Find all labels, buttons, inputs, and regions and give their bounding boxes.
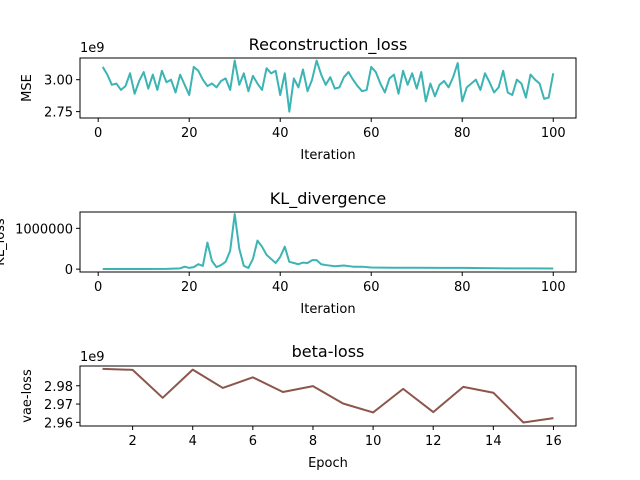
reconstruction-loss-axes-frame (79, 57, 577, 119)
reconstruction-loss-offset-label: 1e9 (80, 41, 105, 56)
beta-loss-ytick-label: 2.98 (44, 380, 73, 395)
kl-divergence-series-line (102, 213, 554, 270)
kl-divergence-xtick-label: 20 (181, 280, 198, 295)
reconstruction-loss-xtick-label: 80 (454, 126, 471, 141)
kl-divergence-xtick-label: 80 (454, 280, 471, 295)
kl-divergence-xlabel: Iteration (300, 302, 355, 317)
reconstruction-loss-ytick-label: 3.00 (44, 74, 73, 89)
kl-divergence-axes-frame (79, 211, 577, 273)
beta-loss-xtick-label: 8 (309, 434, 317, 449)
beta-loss-series-line (102, 367, 554, 424)
beta-loss-xlabel: Epoch (308, 456, 348, 471)
reconstruction-loss-ytick-label: 2.75 (44, 106, 73, 121)
subplot-reconstruction-loss: 0 20 40 60 80 100 2.75 3.00 Reconstruction_los… (20, 35, 577, 163)
kl-divergence-ytick-label: 0 (65, 263, 73, 278)
beta-loss-offset-label: 1e9 (80, 350, 105, 365)
kl-divergence-ytick-label: 1000000 (15, 222, 73, 237)
reconstruction-loss-series-line (101, 59, 555, 113)
beta-loss-xtick-label: 6 (249, 434, 257, 449)
reconstruction-loss-xtick-label: 20 (181, 126, 198, 141)
beta-loss-ytick-label: 2.96 (44, 416, 73, 431)
reconstruction-loss-ylabel: MSE (20, 74, 35, 102)
kl-divergence-xtick-label: 0 (94, 280, 102, 295)
subplot-kl-divergence: 0 20 40 60 80 100 0 1000000 KL_divergence Iter… (0, 189, 577, 317)
beta-loss-title: beta-loss (292, 342, 365, 361)
subplot-beta-loss: 2 4 6 8 10 12 14 16 2.96 2.97 2.98 beta-loss Epoc… (20, 342, 577, 471)
beta-loss-xtick-label: 14 (485, 434, 502, 449)
reconstruction-loss-xlabel: Iteration (300, 148, 355, 163)
beta-loss-xtick-label: 2 (128, 434, 136, 449)
kl-divergence-xtick-label: 40 (272, 280, 289, 295)
reconstruction-loss-xtick-label: 100 (541, 126, 566, 141)
beta-loss-xtick-label: 12 (425, 434, 442, 449)
beta-loss-ytick-label: 2.97 (44, 398, 73, 413)
beta-loss-ylabel: vae-loss (20, 369, 35, 423)
kl-divergence-series-group (102, 213, 554, 270)
beta-loss-xtick-label: 4 (189, 434, 197, 449)
reconstruction-loss-xtick-label: 40 (272, 126, 289, 141)
beta-loss-axes-frame (79, 365, 577, 427)
kl-divergence-xtick-label: 60 (363, 280, 380, 295)
kl-divergence-title: KL_divergence (270, 189, 386, 209)
reconstruction-loss-title: Reconstruction_loss (249, 35, 408, 55)
beta-loss-xtick-label: 10 (365, 434, 382, 449)
kl-divergence-ylabel: KL_loss (0, 218, 8, 266)
kl-divergence-xtick-label: 100 (541, 280, 566, 295)
reconstruction-loss-series-group (101, 59, 555, 113)
reconstruction-loss-xtick-label: 0 (94, 126, 102, 141)
reconstruction-loss-xtick-label: 60 (363, 126, 380, 141)
beta-loss-series-group (102, 367, 554, 424)
beta-loss-xtick-label: 16 (545, 434, 562, 449)
